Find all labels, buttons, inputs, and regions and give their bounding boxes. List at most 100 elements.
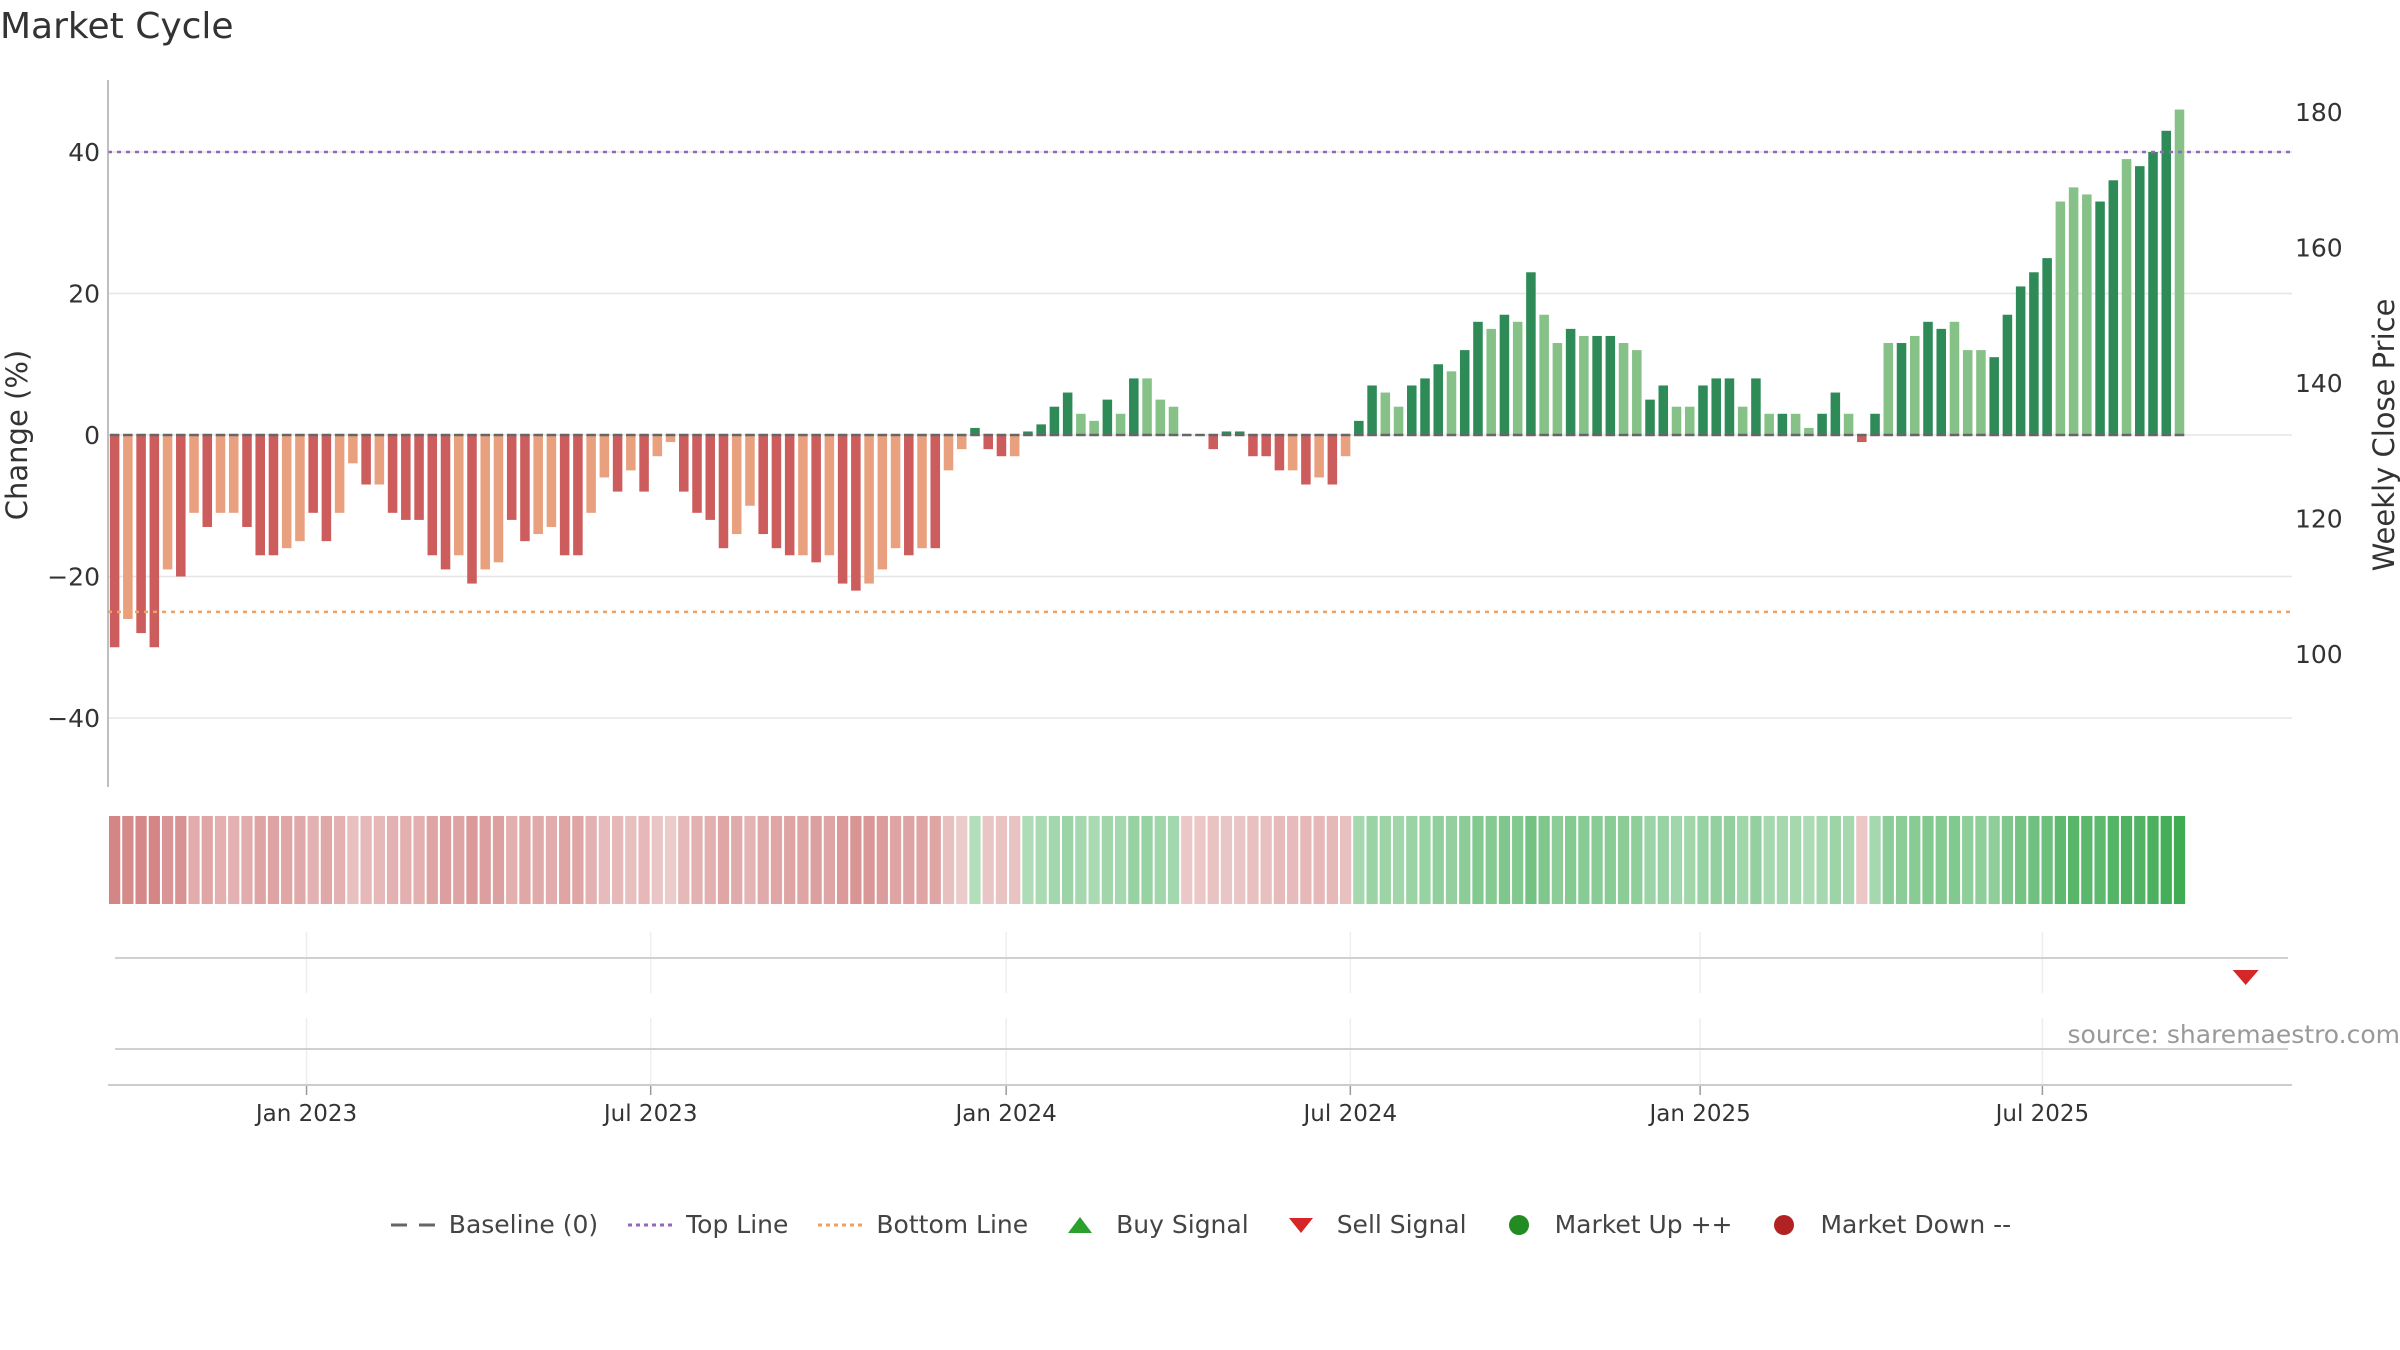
bar [1976,350,1986,435]
green-up-triangle-icon [1056,1211,1104,1239]
bar [1327,435,1338,485]
bar [414,435,424,520]
heat-cell [135,816,147,904]
legend-item: Market Up ++ [1495,1210,1732,1239]
bar [1473,321,1483,435]
bar [1301,435,1311,485]
heat-cell [1684,816,1696,904]
sell-signal-marker [2232,970,2259,985]
heat-cell [1300,816,1312,904]
heat-cell [1273,816,1286,904]
bar [718,435,729,549]
bar [2135,166,2145,435]
y2-tick-label: 100 [2295,640,2343,669]
bar [586,435,596,513]
bar [1936,328,1947,435]
heat-cell [1419,816,1431,904]
bar [1817,413,1827,435]
bar [123,435,133,619]
y-tick-label: −40 [47,704,100,733]
y-tick-label: 40 [68,138,100,167]
heat-cell [1207,816,1219,904]
heat-cell [519,816,531,904]
bar [2055,201,2066,435]
heat-cell [1512,816,1524,904]
chart-title: Market Cycle [0,6,234,47]
bar [1724,378,1735,435]
bar [2042,258,2052,435]
bar [1645,399,1655,435]
bar [1962,350,1973,435]
bar [1287,435,1298,471]
heat-cell [2081,816,2093,904]
heat-cell [386,816,399,904]
heat-cell [1392,816,1405,904]
heat-cell [916,816,928,904]
heat-cell [1763,816,1775,904]
bar [1618,343,1629,435]
bar [480,435,491,570]
x-tick-label: Jan 2024 [954,1101,1057,1127]
y2-axis-label: Weekly Close Price [2367,299,2400,572]
heat-cell [1750,816,1762,904]
bar [864,435,874,584]
heat-cell [439,816,452,904]
bar [1737,406,1748,435]
bar [2121,159,2132,435]
heat-cell [400,816,412,904]
bar [1658,385,1669,435]
bar [453,435,464,556]
heat-cell [1234,816,1246,904]
heat-cell [2041,816,2053,904]
heat-cell [161,816,174,904]
heat-cell [241,816,253,904]
heat-cell [294,816,306,904]
heat-cell [1035,816,1047,904]
heat-cell [863,816,875,904]
heat-cell [2054,816,2066,904]
heat-cell [2001,816,2014,904]
heat-cell [559,816,571,904]
bar [1989,357,1999,435]
heat-cell [1591,816,1603,904]
heat-cell [148,816,160,904]
heat-cell [1882,816,1894,904]
red-dot-icon [1760,1211,1808,1239]
bar [215,435,226,513]
bar [162,435,173,570]
heat-cell [2173,816,2186,904]
bar [1261,435,1271,457]
bar [1459,350,1470,435]
heat-cell [1154,816,1166,904]
dash-gray-line-icon [389,1211,437,1239]
x-axis: Jan 2023 Jul 2023 Jan 2024 Jul 2024 Jan 2025… [108,1084,2292,1127]
bar [665,435,676,443]
bar [1446,371,1457,435]
heat-cell [1485,816,1497,904]
bar [1076,413,1086,435]
bar [281,435,292,549]
heat-cell [1644,816,1656,904]
bar [1909,335,1920,435]
heat-cell [109,816,121,904]
heat-cell [956,816,968,904]
bar [228,435,239,513]
heat-cell [334,816,346,904]
bar [176,435,186,577]
heat-cell [995,816,1008,904]
bar [824,435,835,556]
heat-cell [1406,816,1418,904]
bar [1102,399,1113,435]
y2-tick-label: 140 [2295,369,2343,398]
bar [2068,187,2079,435]
bar [1367,385,1377,435]
heat-cell [2028,816,2040,904]
heat-cell [1353,816,1365,904]
heat-strip [109,816,2186,904]
bar [771,435,782,549]
bar [652,435,663,457]
heat-cell [744,816,756,904]
bar [1711,378,1721,435]
heat-cell [1313,816,1325,904]
heat-cell [585,816,597,904]
